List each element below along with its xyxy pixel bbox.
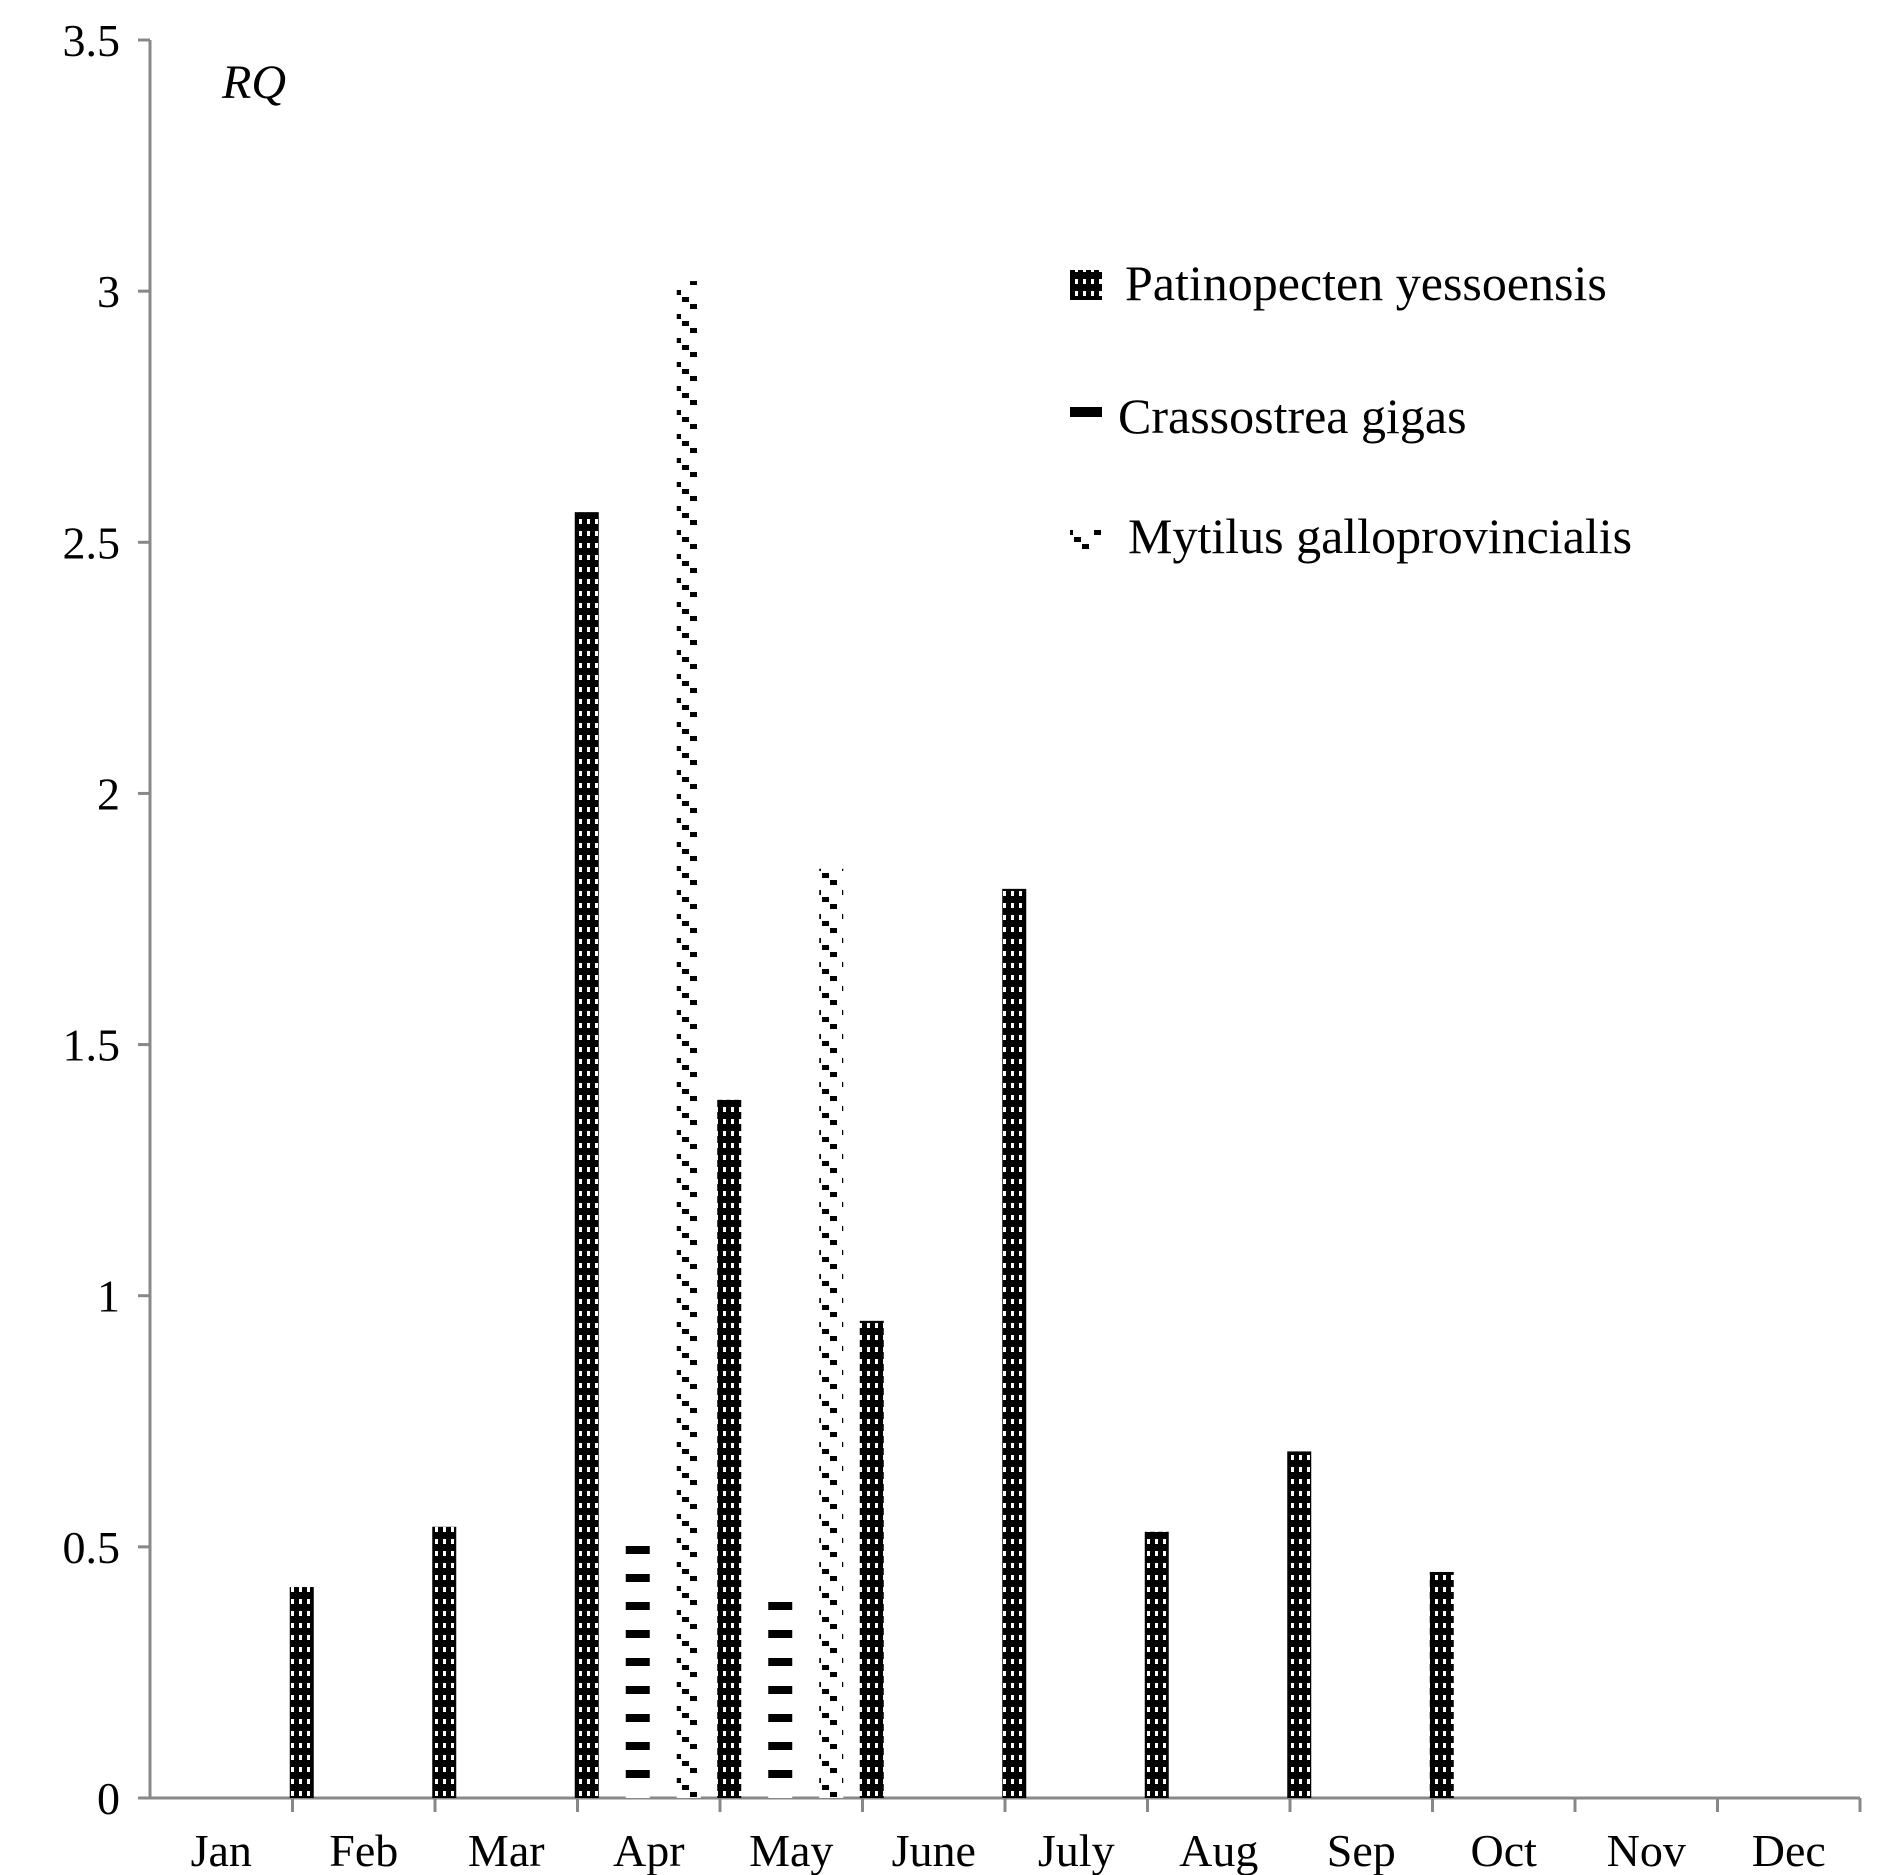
x-tick-label: Aug bbox=[1179, 1825, 1258, 1875]
x-tick-label: Dec bbox=[1752, 1825, 1826, 1875]
x-tick-label: Jan bbox=[191, 1825, 252, 1875]
legend: Patinopecten yessoensis Crassostrea giga… bbox=[1070, 255, 1632, 564]
legend-label-mytilus-galloprovincialis: Mytilus galloprovincialis bbox=[1128, 508, 1632, 564]
bar-patinopecten-yessoensis-aug bbox=[1144, 1531, 1169, 1798]
y-tick-label: 3.5 bbox=[63, 15, 121, 66]
x-tick-label: Feb bbox=[329, 1825, 398, 1875]
legend-swatch-mytilus-galloprovincialis bbox=[1070, 528, 1102, 552]
x-tick-label: Mar bbox=[468, 1825, 545, 1875]
y-axis-label: RQ bbox=[221, 56, 286, 109]
bar-crassostrea-gigas-may bbox=[768, 1592, 793, 1798]
bar-mytilus-galloprovincialis-apr bbox=[676, 281, 701, 1798]
y-tick-label: 2 bbox=[97, 768, 120, 819]
x-ticks: Jan Feb Mar Apr May June July Aug Sep Oct Nov Dec bbox=[191, 1798, 1862, 1875]
bar-patinopecten-yessoensis-july bbox=[1002, 888, 1027, 1798]
bar-mytilus-galloprovincialis-may bbox=[819, 868, 844, 1798]
x-tick-label: May bbox=[749, 1825, 833, 1875]
y-tick-label: 3 bbox=[97, 266, 120, 317]
legend-label-crassostrea-gigas: Crassostrea gigas bbox=[1118, 388, 1467, 444]
y-tick-label: 0.5 bbox=[63, 1522, 121, 1573]
x-tick-label: July bbox=[1038, 1825, 1115, 1875]
x-tick-label: Sep bbox=[1327, 1825, 1396, 1875]
bar-patinopecten-yessoensis-mar bbox=[432, 1526, 457, 1798]
y-ticks: 0 0.5 1 1.5 2 2.5 3 3.5 bbox=[63, 15, 150, 1824]
bar-patinopecten-yessoensis-may bbox=[717, 1099, 742, 1798]
x-tick-label: June bbox=[892, 1825, 976, 1875]
bar-patinopecten-yessoensis-sep bbox=[1287, 1451, 1312, 1798]
legend-label-patinopecten-yessoensis: Patinopecten yessoensis bbox=[1125, 255, 1607, 311]
y-tick-label: 2.5 bbox=[63, 517, 121, 568]
x-tick-label: Apr bbox=[613, 1825, 685, 1875]
bar-crassostrea-gigas-apr bbox=[625, 1531, 650, 1798]
bar-patinopecten-yessoensis-oct bbox=[1429, 1571, 1454, 1798]
legend-swatch-patinopecten-yessoensis bbox=[1070, 270, 1102, 300]
y-tick-label: 1.5 bbox=[63, 1020, 121, 1071]
legend-swatch-crassostrea-gigas bbox=[1070, 407, 1102, 417]
y-tick-label: 1 bbox=[97, 1271, 120, 1322]
bars bbox=[289, 281, 1454, 1798]
bar-patinopecten-yessoensis-june bbox=[859, 1320, 884, 1798]
x-tick-label: Nov bbox=[1607, 1825, 1686, 1875]
y-tick-label: 0 bbox=[97, 1773, 120, 1824]
bar-patinopecten-yessoensis-feb bbox=[289, 1587, 314, 1798]
x-tick-label: Oct bbox=[1471, 1825, 1538, 1875]
bar-patinopecten-yessoensis-apr bbox=[574, 512, 599, 1798]
